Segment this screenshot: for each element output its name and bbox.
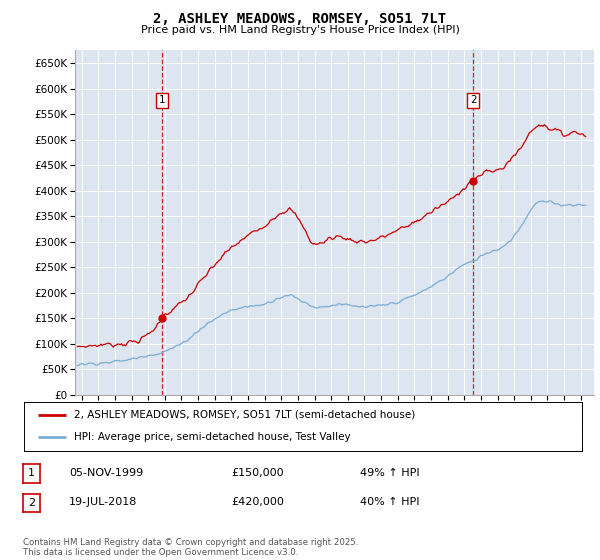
Text: 49% ↑ HPI: 49% ↑ HPI [360, 468, 419, 478]
Text: 19-JUL-2018: 19-JUL-2018 [69, 497, 137, 507]
Text: 05-NOV-1999: 05-NOV-1999 [69, 468, 143, 478]
Text: 2, ASHLEY MEADOWS, ROMSEY, SO51 7LT (semi-detached house): 2, ASHLEY MEADOWS, ROMSEY, SO51 7LT (sem… [74, 410, 415, 420]
Text: £150,000: £150,000 [231, 468, 284, 478]
Text: Contains HM Land Registry data © Crown copyright and database right 2025.
This d: Contains HM Land Registry data © Crown c… [23, 538, 358, 557]
Text: 1: 1 [159, 95, 166, 105]
Text: HPI: Average price, semi-detached house, Test Valley: HPI: Average price, semi-detached house,… [74, 432, 351, 442]
Text: Price paid vs. HM Land Registry's House Price Index (HPI): Price paid vs. HM Land Registry's House … [140, 25, 460, 35]
Text: 2: 2 [28, 498, 35, 508]
Text: 2, ASHLEY MEADOWS, ROMSEY, SO51 7LT: 2, ASHLEY MEADOWS, ROMSEY, SO51 7LT [154, 12, 446, 26]
Text: £420,000: £420,000 [231, 497, 284, 507]
Text: 1: 1 [28, 469, 35, 478]
Text: 2: 2 [470, 95, 476, 105]
Text: 40% ↑ HPI: 40% ↑ HPI [360, 497, 419, 507]
